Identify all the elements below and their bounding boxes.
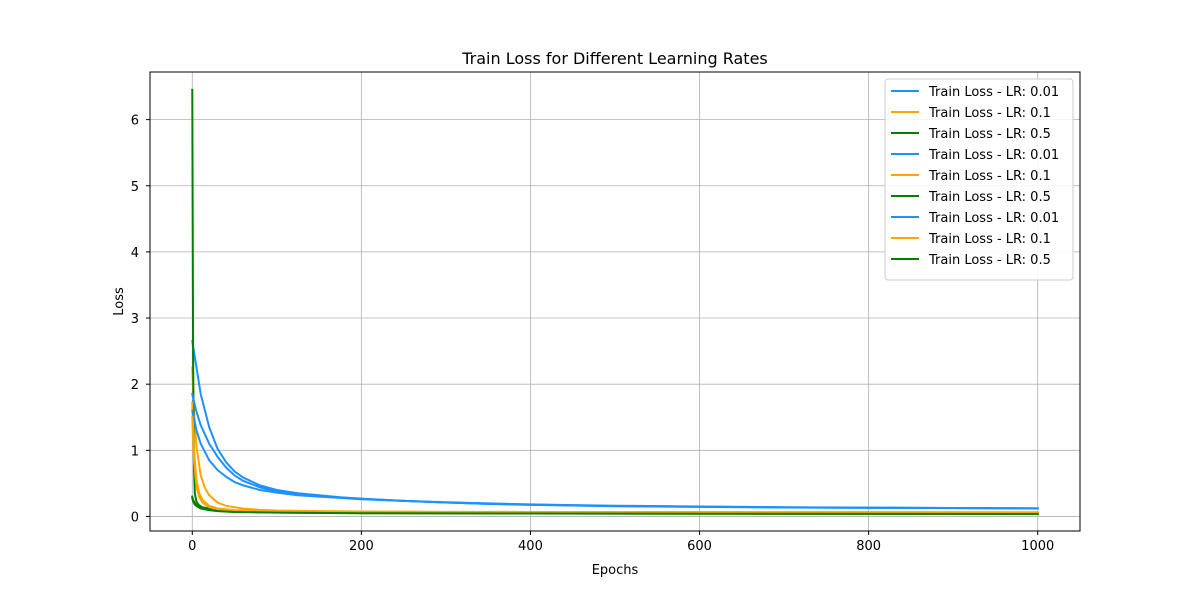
- legend-label: Train Loss - LR: 0.1: [928, 169, 1051, 184]
- x-axis-label: Epochs: [592, 563, 639, 578]
- x-tick-label: 1000: [1021, 539, 1054, 554]
- x-tick-label: 600: [687, 539, 712, 554]
- legend: Train Loss - LR: 0.01 Train Loss - LR: 0.…: [884, 78, 1074, 281]
- series-line-9: [191, 496, 1039, 516]
- y-tick-label: 3: [131, 312, 139, 327]
- x-tick-label: 200: [349, 539, 374, 554]
- axis-ticks: 0 200 400 600 800 1000 0 1 2 3 4 5 6: [131, 114, 1055, 554]
- x-tick-label: 0: [188, 539, 196, 554]
- series-line-7: [191, 409, 1039, 510]
- legend-label: Train Loss - LR: 0.01: [928, 211, 1059, 226]
- x-tick-label: 400: [518, 539, 543, 554]
- series-lines: [191, 88, 1039, 516]
- y-tick-label: 2: [131, 378, 139, 393]
- y-tick-label: 6: [131, 114, 139, 129]
- legend-label: Train Loss - LR: 0.01: [928, 148, 1059, 163]
- y-tick-label: 4: [131, 246, 139, 261]
- legend-label: Train Loss - LR: 0.5: [928, 190, 1051, 205]
- legend-box: [884, 78, 1074, 281]
- legend-label: Train Loss - LR: 0.1: [928, 106, 1051, 121]
- plot-frame: [149, 71, 1081, 532]
- legend-label: Train Loss - LR: 0.1: [928, 232, 1051, 247]
- y-tick-label: 0: [131, 510, 139, 525]
- legend-label: Train Loss - LR: 0.01: [928, 85, 1059, 100]
- y-axis-label: Loss: [112, 287, 127, 316]
- series-line-8: [191, 416, 1039, 514]
- legend-label: Train Loss - LR: 0.5: [928, 253, 1051, 268]
- chart-title: Train Loss for Different Learning Rates: [461, 49, 768, 68]
- y-tick-label: 1: [131, 444, 139, 459]
- x-tick-label: 800: [856, 539, 881, 554]
- legend-label: Train Loss - LR: 0.5: [928, 127, 1051, 142]
- y-tick-label: 5: [131, 180, 139, 195]
